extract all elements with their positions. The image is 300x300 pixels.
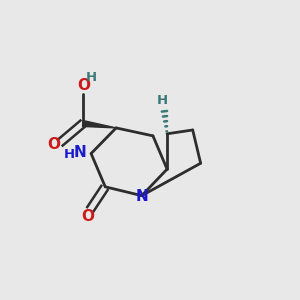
Text: O: O <box>47 137 60 152</box>
Text: H: H <box>86 71 97 84</box>
Text: N: N <box>74 145 86 160</box>
Text: O: O <box>82 209 95 224</box>
Text: H: H <box>157 94 168 107</box>
Polygon shape <box>82 121 116 128</box>
Text: O: O <box>77 78 90 93</box>
Text: H: H <box>64 148 75 160</box>
Text: N: N <box>135 189 148 204</box>
